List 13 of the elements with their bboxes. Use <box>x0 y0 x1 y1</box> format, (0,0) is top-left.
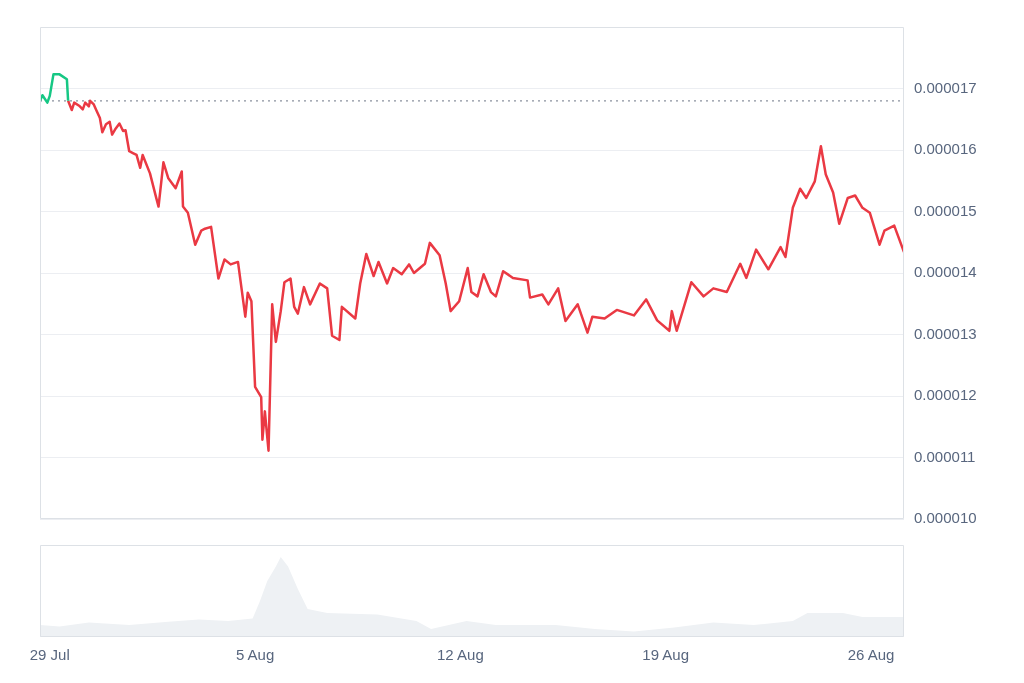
x-tick-label: 26 Aug <box>847 646 895 664</box>
y-tick-label: 0.000011 <box>914 447 976 465</box>
x-tick-label: 12 Aug <box>437 646 484 664</box>
y-tick-label: 0.000012 <box>914 386 977 404</box>
y-tick-label: 0.000013 <box>914 324 977 342</box>
y-tick-label: 0.000014 <box>914 263 977 281</box>
x-tick-label: 29 Jul <box>29 646 70 664</box>
x-tick-label: 5 Aug <box>235 646 275 664</box>
y-tick-label: 0.000010 <box>914 509 977 527</box>
y-tick-label: 0.000015 <box>914 201 977 219</box>
y-tick-label: 0.000017 <box>914 78 977 96</box>
x-tick-label: 19 Aug <box>642 646 690 664</box>
y-tick-label: 0.000016 <box>914 140 977 158</box>
